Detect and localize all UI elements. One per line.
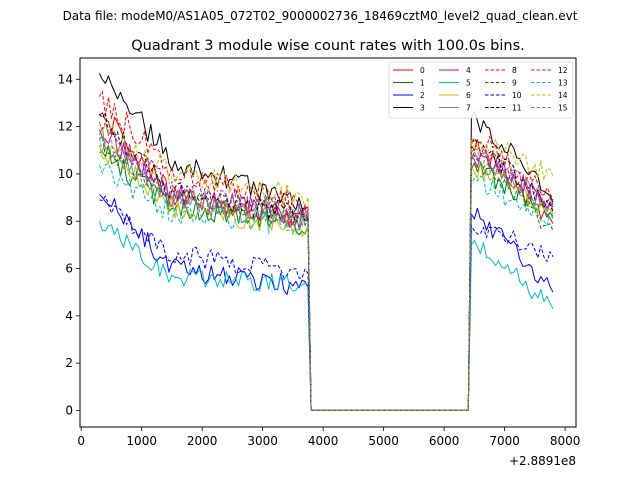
x-tick-label: 5000 (368, 434, 399, 448)
legend-label-9: 9 (512, 79, 517, 88)
series-line-2 (99, 193, 554, 411)
legend-label-5: 5 (466, 79, 471, 88)
series-line-15 (98, 137, 554, 411)
x-offset-text: +2.8891e8 (509, 454, 576, 468)
y-tick-label: 2 (65, 356, 73, 370)
series-line-3 (98, 73, 554, 411)
y-tick-label: 14 (58, 72, 73, 86)
plot-area (98, 73, 554, 411)
x-tick-label: 6000 (429, 434, 460, 448)
legend-label-8: 8 (512, 66, 517, 75)
legend-label-0: 0 (420, 66, 425, 75)
series-line-14 (98, 121, 554, 411)
legend-label-3: 3 (420, 104, 425, 113)
legend-label-10: 10 (512, 91, 522, 100)
y-tick-label: 6 (65, 262, 73, 276)
series-line-8 (98, 90, 554, 411)
y-tick-label: 12 (58, 120, 73, 134)
x-tick-label: 8000 (550, 434, 581, 448)
chart-title: Quadrant 3 module wise count rates with … (131, 38, 525, 54)
axes-ticks: 0 1000 2000 3000 4000 5000 6000 7000 8000 0 2 4 6 8 10… (58, 72, 581, 448)
x-tick-label: 3000 (247, 434, 278, 448)
legend-label-2: 2 (420, 91, 425, 100)
x-tick-label: 4000 (308, 434, 339, 448)
y-tick-label: 10 (58, 167, 73, 181)
x-tick-label: 0 (77, 434, 85, 448)
legend-label-13: 13 (558, 79, 568, 88)
series-line-5 (98, 221, 554, 411)
axes-frame (79, 57, 577, 428)
series-line-11 (99, 112, 554, 411)
series-line-0 (99, 112, 554, 411)
x-tick-label: 1000 (126, 434, 157, 448)
x-tick-label: 7000 (489, 434, 520, 448)
series-line-10 (99, 195, 554, 411)
series-line-13 (98, 163, 554, 411)
legend-label-4: 4 (466, 66, 471, 75)
legend-label-12: 12 (558, 66, 568, 75)
series-line-7 (98, 127, 554, 411)
legend-label-6: 6 (466, 91, 471, 100)
legend-label-11: 11 (512, 104, 522, 113)
legend-box (388, 61, 574, 119)
y-tick-label: 4 (65, 309, 73, 323)
y-tick-label: 8 (65, 214, 73, 228)
legend-label-14: 14 (558, 91, 568, 100)
legend-label-1: 1 (420, 79, 425, 88)
suptitle: Data file: modeM0/AS1A05_072T02_90000027… (63, 9, 578, 23)
x-tick-label: 2000 (187, 434, 218, 448)
legend-label-7: 7 (466, 104, 471, 113)
y-tick-label: 0 (65, 403, 73, 417)
legend-label-15: 15 (558, 104, 568, 113)
